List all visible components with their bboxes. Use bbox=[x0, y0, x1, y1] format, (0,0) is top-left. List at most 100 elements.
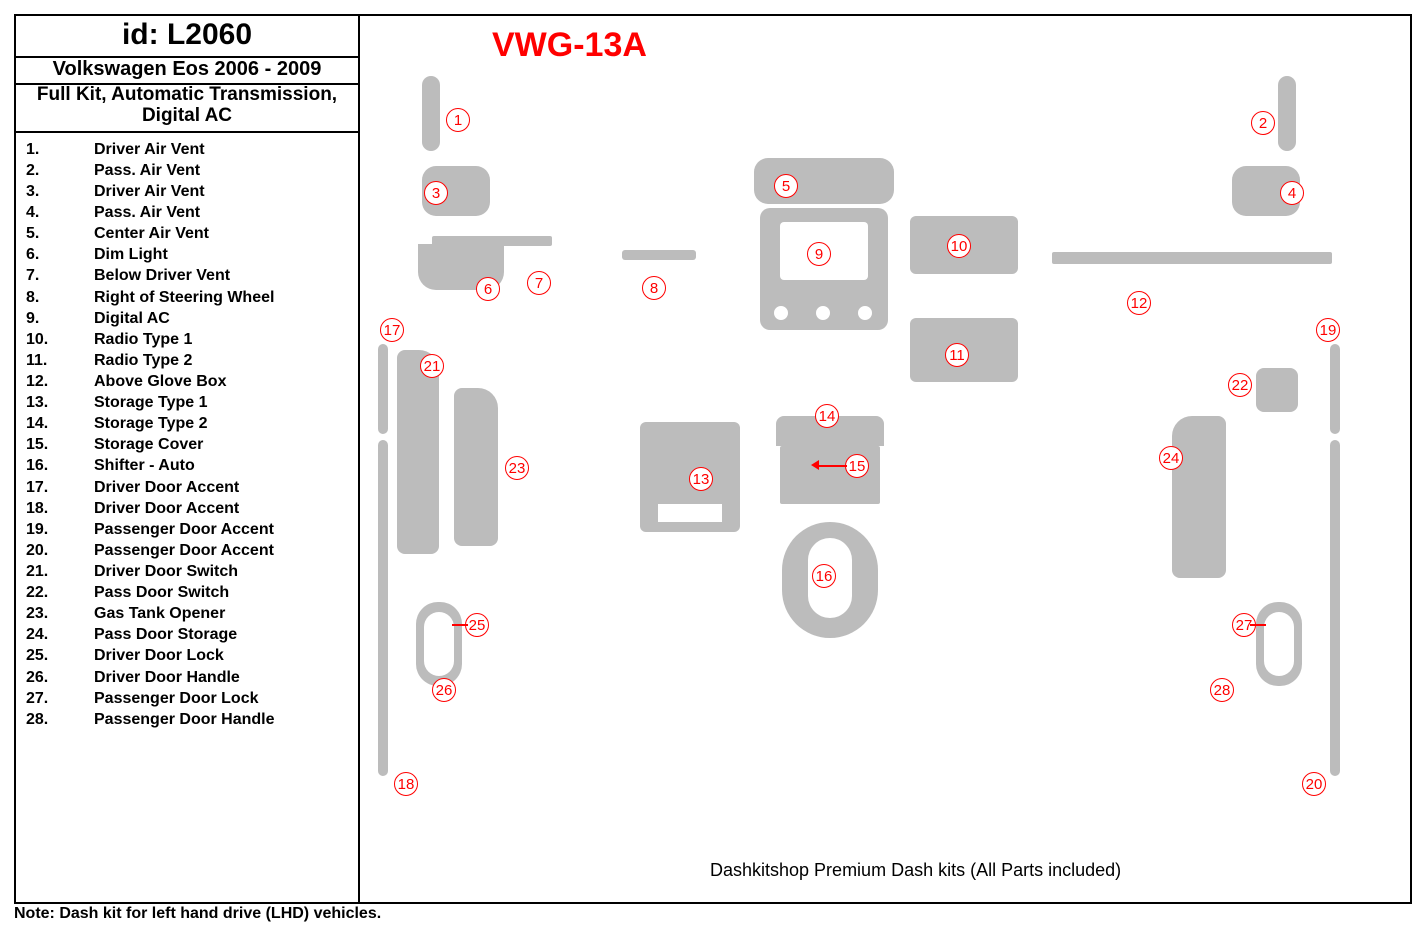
list-item-number: 13. bbox=[26, 392, 58, 413]
list-item: 5.Center Air Vent bbox=[26, 223, 358, 244]
list-item: 25.Driver Door Lock bbox=[26, 645, 358, 666]
list-item-number: 6. bbox=[26, 244, 58, 265]
part-shape bbox=[1172, 416, 1226, 578]
callout-5: 5 bbox=[774, 174, 798, 198]
list-item-number: 26. bbox=[26, 667, 58, 688]
parts-list: 1.Driver Air Vent2.Pass. Air Vent3.Drive… bbox=[16, 133, 358, 730]
list-item-number: 10. bbox=[26, 329, 58, 350]
callout-24: 24 bbox=[1159, 446, 1183, 470]
list-item-label: Driver Air Vent bbox=[58, 181, 205, 202]
list-item-label: Digital AC bbox=[58, 308, 170, 329]
list-item: 16.Shifter - Auto bbox=[26, 455, 358, 476]
list-item-number: 18. bbox=[26, 498, 58, 519]
diagram-panel: VWG-13A Dashkitshop Premium Dash kits (A… bbox=[362, 16, 1410, 902]
list-item-number: 9. bbox=[26, 308, 58, 329]
callout-28: 28 bbox=[1210, 678, 1234, 702]
list-item-label: Passenger Door Lock bbox=[58, 688, 259, 709]
header-desc-line1: Full Kit, Automatic Transmission, bbox=[37, 84, 337, 105]
part-shape bbox=[397, 350, 439, 554]
list-item: 2.Pass. Air Vent bbox=[26, 160, 358, 181]
part-shape bbox=[1330, 344, 1340, 434]
list-item: 1.Driver Air Vent bbox=[26, 139, 358, 160]
left-panel: id: L2060 Volkswagen Eos 2006 - 2009 Ful… bbox=[16, 16, 360, 902]
list-item: 11.Radio Type 2 bbox=[26, 350, 358, 371]
list-item-label: Passenger Door Handle bbox=[58, 709, 275, 730]
list-item-label: Pass Door Switch bbox=[58, 582, 229, 603]
callout-21: 21 bbox=[420, 354, 444, 378]
callout-23: 23 bbox=[505, 456, 529, 480]
list-item-label: Pass. Air Vent bbox=[58, 160, 200, 181]
list-item-label: Center Air Vent bbox=[58, 223, 209, 244]
callout-10: 10 bbox=[947, 234, 971, 258]
list-item-label: Storage Cover bbox=[58, 434, 203, 455]
list-item: 10.Radio Type 1 bbox=[26, 329, 358, 350]
callout-9: 9 bbox=[807, 242, 831, 266]
callout-25: 25 bbox=[465, 613, 489, 637]
list-item-number: 2. bbox=[26, 160, 58, 181]
callout-12: 12 bbox=[1127, 291, 1151, 315]
arrow-head bbox=[811, 460, 819, 470]
list-item-label: Storage Type 2 bbox=[58, 413, 208, 434]
part-shape bbox=[812, 302, 834, 324]
list-item-number: 23. bbox=[26, 603, 58, 624]
list-item-label: Driver Door Accent bbox=[58, 477, 239, 498]
part-shape bbox=[1278, 76, 1296, 151]
list-item-number: 19. bbox=[26, 519, 58, 540]
part-shape bbox=[622, 250, 696, 260]
list-item: 3.Driver Air Vent bbox=[26, 181, 358, 202]
diagram-frame: id: L2060 Volkswagen Eos 2006 - 2009 Ful… bbox=[14, 14, 1412, 904]
list-item-label: Driver Air Vent bbox=[58, 139, 205, 160]
list-item-label: Driver Door Lock bbox=[58, 645, 224, 666]
callout-20: 20 bbox=[1302, 772, 1326, 796]
callout-13: 13 bbox=[689, 467, 713, 491]
list-item: 4.Pass. Air Vent bbox=[26, 202, 358, 223]
list-item-number: 8. bbox=[26, 287, 58, 308]
list-item-label: Dim Light bbox=[58, 244, 168, 265]
list-item-number: 11. bbox=[26, 350, 58, 371]
callout-18: 18 bbox=[394, 772, 418, 796]
list-item: 21.Driver Door Switch bbox=[26, 561, 358, 582]
list-item-label: Driver Door Handle bbox=[58, 667, 240, 688]
list-item-number: 7. bbox=[26, 265, 58, 286]
list-item: 6.Dim Light bbox=[26, 244, 358, 265]
list-item-number: 4. bbox=[26, 202, 58, 223]
list-item-number: 1. bbox=[26, 139, 58, 160]
product-code: VWG-13A bbox=[492, 26, 647, 65]
callout-16: 16 bbox=[812, 564, 836, 588]
list-item-number: 17. bbox=[26, 477, 58, 498]
list-item: 7.Below Driver Vent bbox=[26, 265, 358, 286]
callout-26: 26 bbox=[432, 678, 456, 702]
list-item: 24.Pass Door Storage bbox=[26, 624, 358, 645]
list-item: 13.Storage Type 1 bbox=[26, 392, 358, 413]
list-item-label: Gas Tank Opener bbox=[58, 603, 225, 624]
list-item-label: Pass. Air Vent bbox=[58, 202, 200, 223]
list-item-label: Right of Steering Wheel bbox=[58, 287, 274, 308]
list-item: 20.Passenger Door Accent bbox=[26, 540, 358, 561]
list-item-label: Pass Door Storage bbox=[58, 624, 237, 645]
arrow-line bbox=[1250, 624, 1266, 626]
list-item-number: 12. bbox=[26, 371, 58, 392]
list-item-number: 25. bbox=[26, 645, 58, 666]
list-item: 8.Right of Steering Wheel bbox=[26, 287, 358, 308]
part-shape bbox=[1256, 368, 1298, 412]
list-item-label: Radio Type 2 bbox=[58, 350, 192, 371]
list-item-number: 15. bbox=[26, 434, 58, 455]
arrow-line bbox=[817, 465, 847, 467]
list-item-label: Passenger Door Accent bbox=[58, 519, 274, 540]
callout-8: 8 bbox=[642, 276, 666, 300]
part-shape bbox=[1330, 440, 1340, 776]
list-item-number: 27. bbox=[26, 688, 58, 709]
part-shape bbox=[424, 612, 454, 676]
list-item: 22.Pass Door Switch bbox=[26, 582, 358, 603]
part-shape bbox=[854, 302, 876, 324]
list-item: 27.Passenger Door Lock bbox=[26, 688, 358, 709]
list-item: 14.Storage Type 2 bbox=[26, 413, 358, 434]
callout-1: 1 bbox=[446, 108, 470, 132]
list-item-label: Storage Type 1 bbox=[58, 392, 208, 413]
callout-2: 2 bbox=[1251, 111, 1275, 135]
list-item-number: 20. bbox=[26, 540, 58, 561]
callout-17: 17 bbox=[380, 318, 404, 342]
list-item: 28.Passenger Door Handle bbox=[26, 709, 358, 730]
list-item: 26.Driver Door Handle bbox=[26, 667, 358, 688]
part-shape bbox=[378, 440, 388, 776]
